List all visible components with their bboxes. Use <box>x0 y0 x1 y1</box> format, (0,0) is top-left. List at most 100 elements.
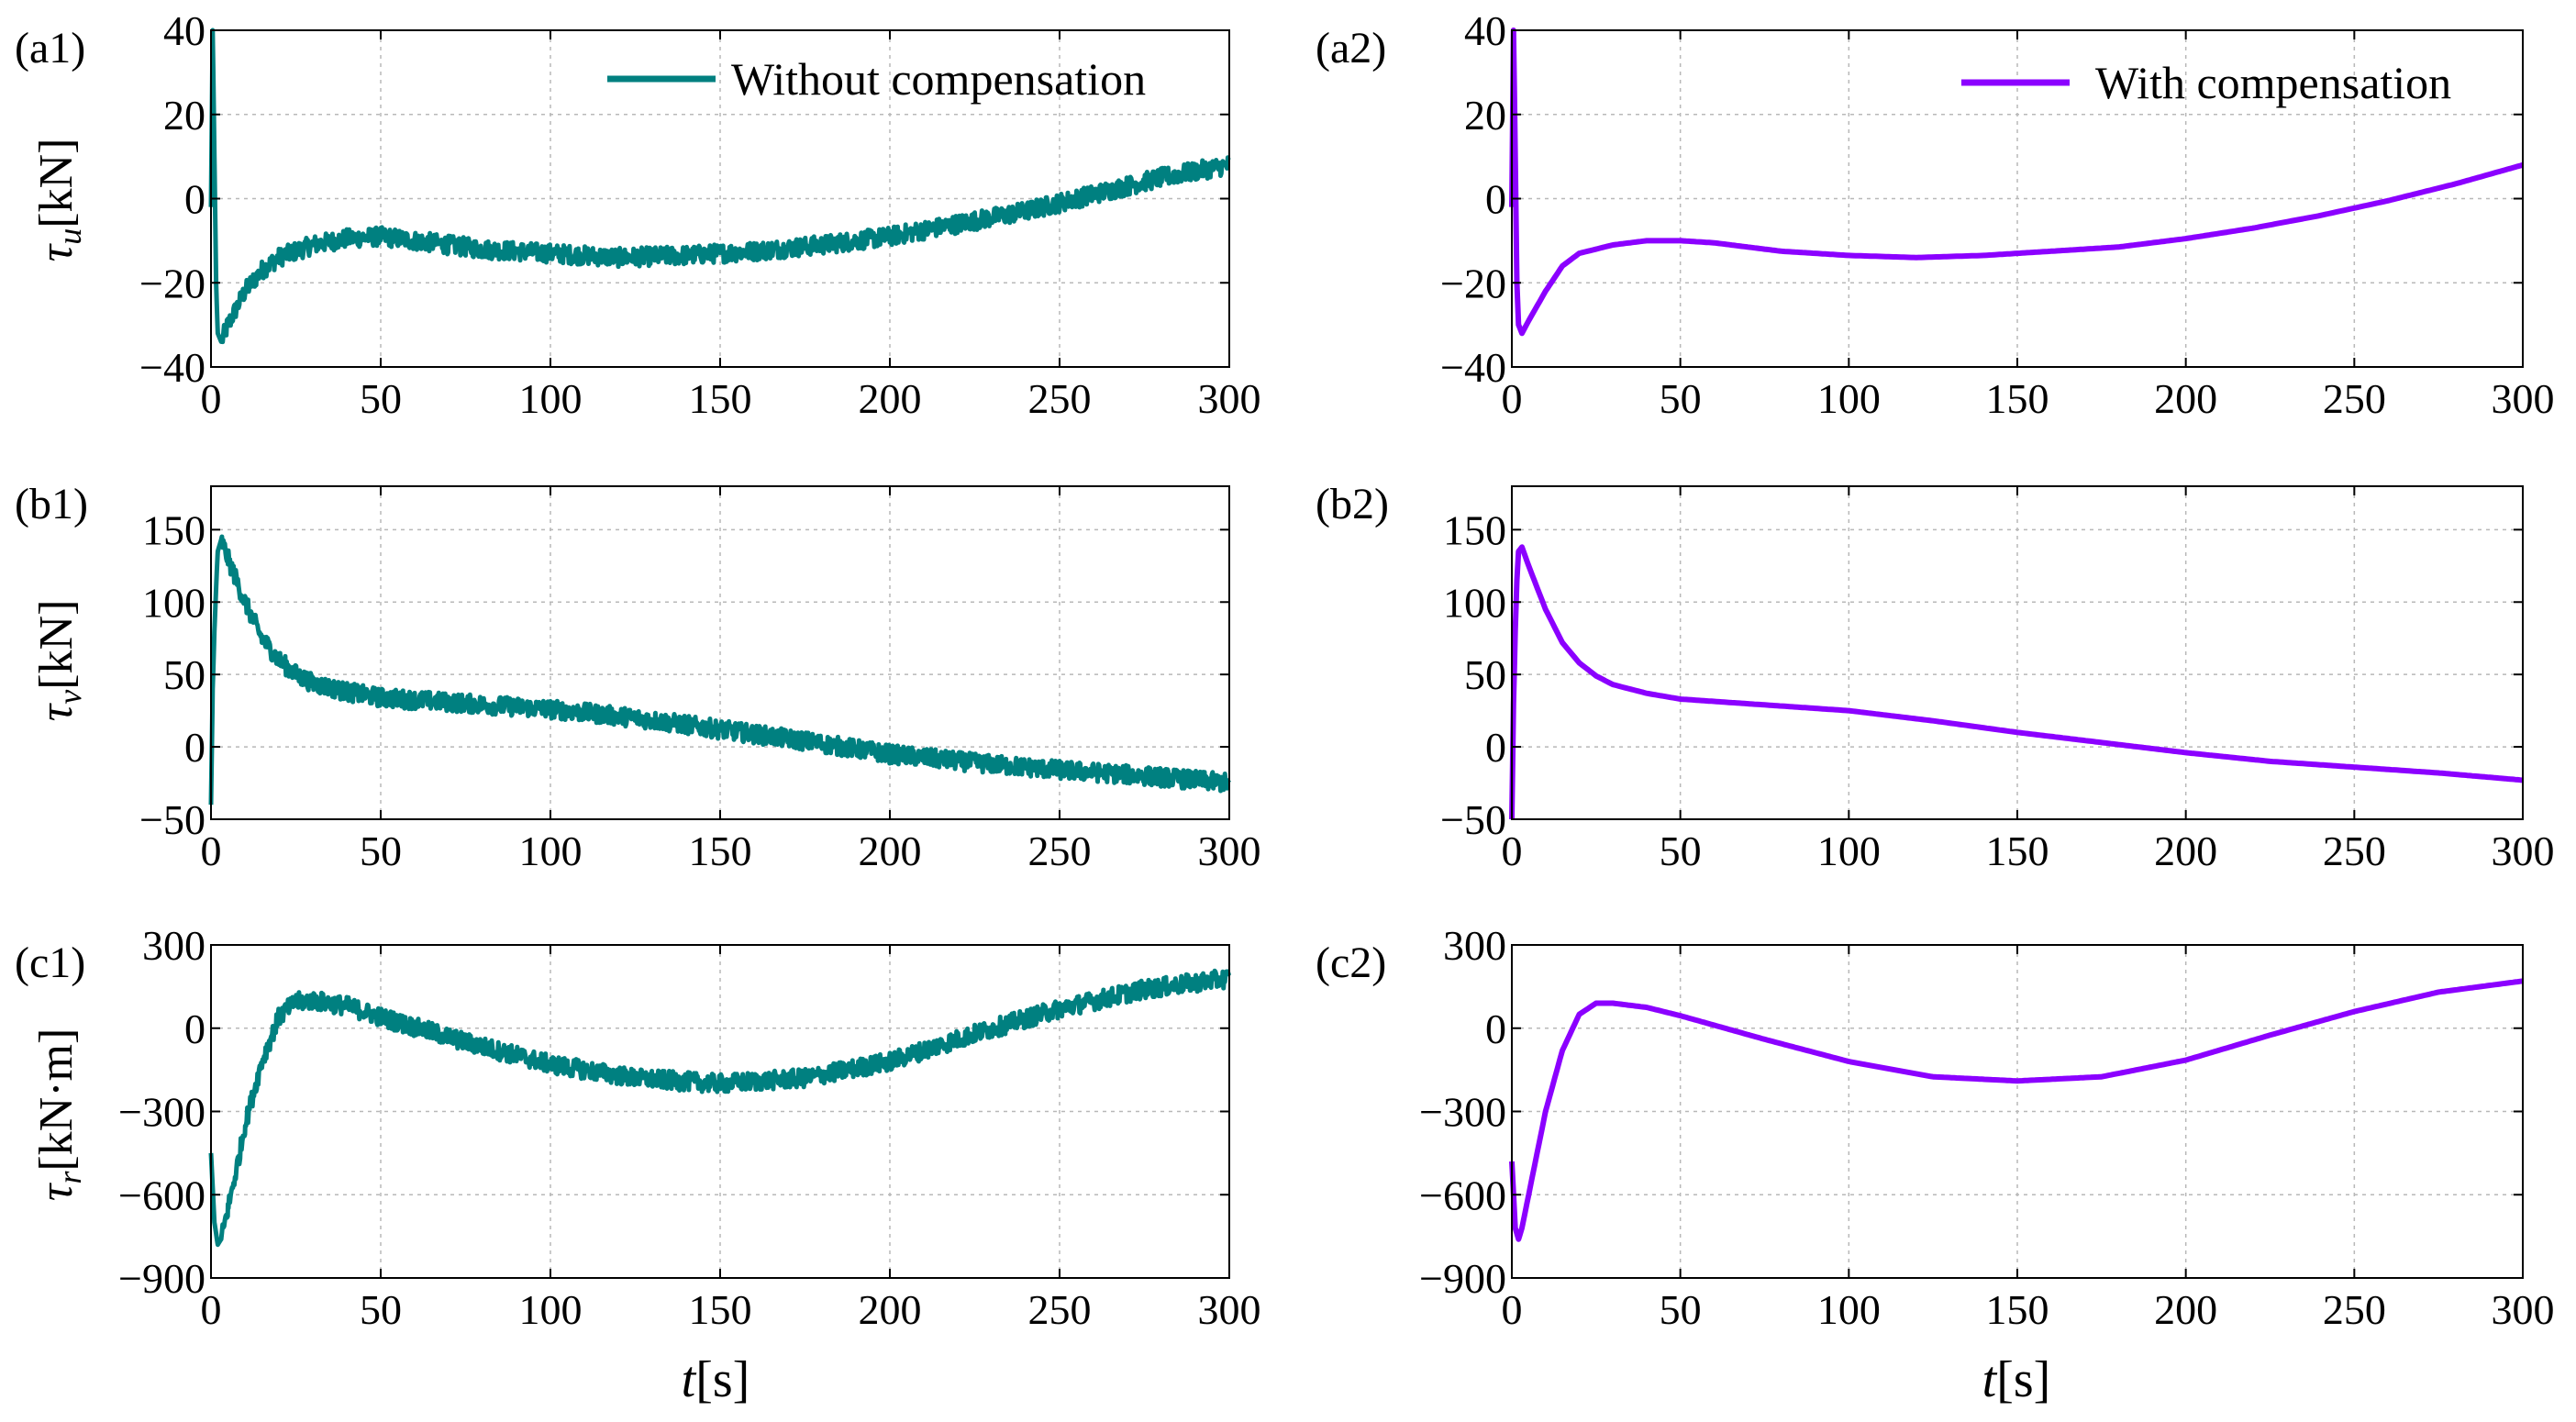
xtick-label-300: 300 <box>1198 828 1261 874</box>
legend-label-with: With compensation <box>2095 57 2451 108</box>
series-line-a1 <box>208 28 1231 345</box>
ytick-label-20: 20 <box>163 92 205 139</box>
xtick-label-200: 200 <box>859 375 922 422</box>
xtick-label-0: 0 <box>1502 828 1523 874</box>
ytick-label--40: −40 <box>1440 344 1506 391</box>
ytick-label-300: 300 <box>1443 922 1506 969</box>
legend-label-without: Without compensation <box>731 53 1146 105</box>
panel-label-c1: (c1) <box>15 939 85 987</box>
xtick-label-300: 300 <box>1198 1286 1261 1333</box>
xtick-label-150: 150 <box>1986 1286 2049 1333</box>
ytick-label-100: 100 <box>1443 579 1506 626</box>
legend-with: With compensation <box>1961 57 2451 108</box>
xtick-label-100: 100 <box>519 1286 583 1333</box>
xtick-label-250: 250 <box>1028 1286 1092 1333</box>
series-line-a2 <box>1509 28 2524 337</box>
ytick-label--300: −300 <box>118 1089 205 1136</box>
xtick-label-0: 0 <box>201 375 222 422</box>
ytick-label-0: 0 <box>184 1005 205 1052</box>
ytick-label-40: 40 <box>163 7 205 54</box>
ytick-label-0: 0 <box>184 176 205 223</box>
xtick-label-50: 50 <box>1660 1286 1702 1333</box>
xtick-label-100: 100 <box>1817 1286 1881 1333</box>
ytick-label--600: −600 <box>118 1172 205 1218</box>
xtick-label-50: 50 <box>1660 828 1702 874</box>
xtick-label-300: 300 <box>2492 375 2555 422</box>
xtick-label-250: 250 <box>2323 375 2386 422</box>
xtick-label-0: 0 <box>1502 375 1523 422</box>
ytick-label--900: −900 <box>118 1255 205 1302</box>
xtick-label-200: 200 <box>859 828 922 874</box>
series-line-c2 <box>1509 978 2524 1242</box>
panel-label-a1: (a1) <box>15 24 85 72</box>
xtick-label-150: 150 <box>689 375 752 422</box>
panel-label-c2: (c2) <box>1316 939 1386 987</box>
panel-label-a2: (a2) <box>1316 24 1386 72</box>
ytick-label-0: 0 <box>1485 724 1506 771</box>
xtick-label-50: 50 <box>1660 375 1702 422</box>
xtick-label-0: 0 <box>201 828 222 874</box>
ytick-label--50: −50 <box>139 796 205 843</box>
ytick-label-0: 0 <box>1485 176 1506 223</box>
ylabel-row2: τv[kN] <box>30 600 88 722</box>
panel-c1: 0 50 100 150 200 250 300 −900 −600 −300 0 300 (c1) <box>15 922 1261 1333</box>
xtick-label-200: 200 <box>859 1286 922 1333</box>
ytick-label-50: 50 <box>163 651 205 698</box>
panel-a1: 0 50 100 150 200 250 300 −40 −20 0 20 40 (a1) <box>15 7 1261 422</box>
xtick-label-50: 50 <box>360 375 402 422</box>
xlabel-right: t[s] <box>1982 1351 2051 1408</box>
xtick-label-200: 200 <box>2154 828 2217 874</box>
xtick-label-250: 250 <box>1028 375 1092 422</box>
xtick-label-0: 0 <box>201 1286 222 1333</box>
xtick-label-0: 0 <box>1502 1286 1523 1333</box>
ytick-label-20: 20 <box>1464 92 1506 139</box>
xtick-label-300: 300 <box>2492 828 2555 874</box>
ytick-label--300: −300 <box>1419 1089 1506 1136</box>
panel-label-b2: (b2) <box>1316 480 1389 528</box>
series-line-c1 <box>208 968 1232 1248</box>
ytick-label-0: 0 <box>1485 1005 1506 1052</box>
xtick-label-250: 250 <box>2323 1286 2386 1333</box>
xtick-label-150: 150 <box>1986 828 2049 874</box>
ytick-label-150: 150 <box>142 506 205 553</box>
xtick-label-100: 100 <box>1817 375 1881 422</box>
panel-c2: 0 50 100 150 200 250 300 −900 −600 −300 0 300 (c2) <box>1316 922 2555 1333</box>
xtick-label-150: 150 <box>1986 375 2049 422</box>
ytick-label-0: 0 <box>184 724 205 771</box>
ytick-label--20: −20 <box>1440 260 1506 306</box>
xtick-label-100: 100 <box>1817 828 1881 874</box>
ytick-label--40: −40 <box>139 344 205 391</box>
xtick-label-200: 200 <box>2154 375 2217 422</box>
xtick-label-100: 100 <box>519 828 583 874</box>
ylabel-row3: τr[kN·m] <box>30 1028 88 1202</box>
xtick-label-150: 150 <box>689 828 752 874</box>
ytick-label-100: 100 <box>142 579 205 626</box>
xtick-label-200: 200 <box>2154 1286 2217 1333</box>
xtick-label-300: 300 <box>1198 375 1261 422</box>
ytick-label-40: 40 <box>1464 7 1506 54</box>
xlabel-left: t[s] <box>682 1351 750 1408</box>
ytick-label-300: 300 <box>142 922 205 969</box>
panel-a2: 0 50 100 150 200 250 300 −40 −20 0 20 40 (a2) <box>1316 7 2555 422</box>
xtick-label-250: 250 <box>1028 828 1092 874</box>
xtick-label-100: 100 <box>519 375 583 422</box>
xtick-label-300: 300 <box>2492 1286 2555 1333</box>
ytick-label-50: 50 <box>1464 651 1506 698</box>
ytick-label--20: −20 <box>139 260 205 306</box>
ytick-label-150: 150 <box>1443 506 1506 553</box>
ytick-label--600: −600 <box>1419 1172 1506 1218</box>
ylabel-row1: τu[kN] <box>30 139 88 262</box>
xtick-label-50: 50 <box>360 1286 402 1333</box>
xtick-label-150: 150 <box>689 1286 752 1333</box>
series-line-b1 <box>208 534 1231 805</box>
ytick-label--900: −900 <box>1419 1255 1506 1302</box>
ytick-label--50: −50 <box>1440 796 1506 843</box>
legend-without: Without compensation <box>607 53 1146 105</box>
xtick-label-250: 250 <box>2323 828 2386 874</box>
xtick-label-50: 50 <box>360 828 402 874</box>
series-line-b2 <box>1509 544 2524 820</box>
